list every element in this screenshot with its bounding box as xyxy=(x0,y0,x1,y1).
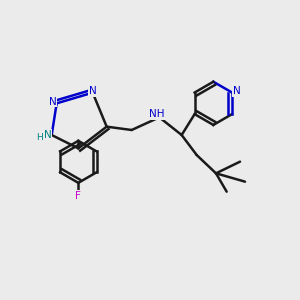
Text: NH: NH xyxy=(149,109,165,119)
Text: F: F xyxy=(75,191,81,201)
Text: H: H xyxy=(36,133,42,142)
Text: N: N xyxy=(49,97,57,107)
Text: N: N xyxy=(44,130,52,140)
Text: N: N xyxy=(89,86,97,96)
Text: N: N xyxy=(233,86,240,96)
